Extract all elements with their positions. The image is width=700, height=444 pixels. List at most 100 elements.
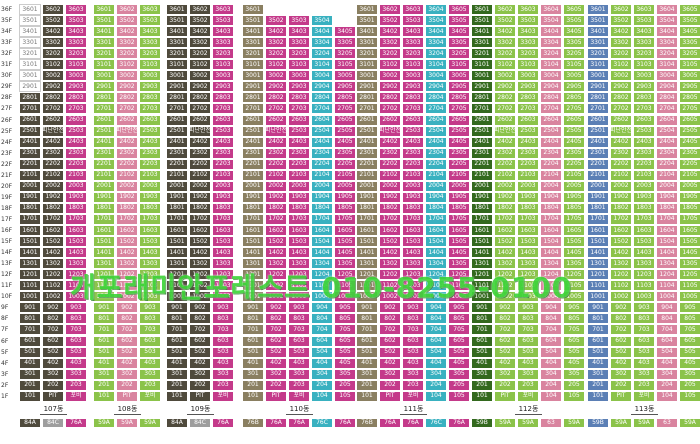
unit-cell: 2901 (93, 81, 115, 93)
unit-cell: 1404 (425, 247, 447, 259)
unit-cell: 402 (610, 357, 632, 369)
unit-cell: 2902 (494, 81, 516, 93)
unit-cell: 1503 (212, 236, 234, 248)
unit-cell: 3304 (311, 37, 333, 49)
unit-cell: 401 (356, 357, 378, 369)
unit-cell: 3402 (494, 26, 516, 38)
unit-cell: 1602 (42, 225, 64, 237)
unit-cell: 3404 (656, 26, 678, 38)
unit-cell: 2404 (540, 136, 562, 148)
unit-cell: 205 (679, 379, 700, 391)
unit-cell: 902 (494, 302, 516, 314)
unit-cell: 801 (19, 313, 41, 325)
unit-cell: 101 (166, 390, 188, 402)
unit-cell: 3302 (42, 37, 64, 49)
unit-cell: 1402 (265, 247, 287, 259)
unit-cell: 3304 (425, 37, 447, 49)
unit-type-label: 76C (311, 417, 333, 428)
unit-cell: 1001 (242, 291, 264, 303)
unit-cell: 2605 (679, 114, 700, 126)
unit-cell: 1302 (494, 258, 516, 270)
unit-cell: 1503 (288, 236, 310, 248)
unit-cell: 1502 (379, 236, 401, 248)
unit-cell: 3501 (356, 15, 378, 27)
floor-label: 32F (1, 50, 13, 58)
unit-cell: 402 (379, 357, 401, 369)
building-name-text: 110동 (285, 404, 314, 416)
unit-cell: 2005 (448, 180, 470, 192)
unit-cell: 2605 (563, 114, 585, 126)
unit-cell: 1703 (402, 213, 424, 225)
unit-cell: 3603 (139, 4, 161, 16)
unit-cell: 604 (540, 335, 562, 347)
unit-cell: 3505 (679, 15, 700, 27)
unit-cell: 2302 (42, 147, 64, 159)
unit-cell: 3601 (587, 4, 609, 16)
unit-cell: 3302 (494, 37, 516, 49)
unit-cell: 402 (42, 357, 64, 369)
unit-cell: 3303 (402, 37, 424, 49)
unit-cell: 201 (471, 379, 493, 391)
unit-cell: 3103 (212, 59, 234, 71)
unit-cell: 2903 (212, 81, 234, 93)
unit-cell: 1301 (587, 258, 609, 270)
unit-cell: 2004 (656, 180, 678, 192)
unit-cell: 2402 (42, 136, 64, 148)
unit-cell: 1803 (402, 202, 424, 214)
unit-type-label: 63 (540, 417, 562, 428)
floor-label: 30F (1, 72, 13, 80)
unit-cell: 1903 (517, 191, 539, 203)
unit-cell: 1501 (93, 236, 115, 248)
unit-cell: 3203 (517, 48, 539, 60)
unit-cell: 2704 (540, 103, 562, 115)
unit-cell: 2802 (610, 92, 632, 104)
unit-cell: 2305 (563, 147, 585, 159)
unit-cell: 1103 (288, 280, 310, 292)
unit-cell: 701 (356, 324, 378, 336)
unit-cell: 1602 (189, 225, 211, 237)
unit-cell: 503 (517, 346, 539, 358)
building-name-text: 112동 (514, 404, 543, 416)
unit-cell: 802 (189, 313, 211, 325)
unit-type-label: 76A (448, 417, 470, 428)
unit-cell: 1604 (656, 225, 678, 237)
unit-cell: 1403 (633, 247, 655, 259)
unit-cell: 3102 (116, 59, 138, 71)
building-name-text: 107동 (39, 404, 68, 416)
unit-cell: 2904 (311, 81, 333, 93)
unit-cell: 1402 (42, 247, 64, 259)
unit-cell: 703 (288, 324, 310, 336)
unit-cell: 2102 (42, 169, 64, 181)
unit-cell: 2001 (242, 180, 264, 192)
unit-cell: 1804 (540, 202, 562, 214)
unit-cell: 304 (311, 368, 333, 380)
unit-cell: 1603 (402, 225, 424, 237)
unit-cell: 2802 (265, 92, 287, 104)
unit-cell: 2304 (540, 147, 562, 159)
unit-cell: 303 (65, 368, 87, 380)
unit-cell: 2301 (242, 147, 264, 159)
unit-cell: 2302 (494, 147, 516, 159)
unit-cell: 403 (633, 357, 655, 369)
unit-cell: 3305 (334, 37, 356, 49)
unit-cell: 2202 (116, 158, 138, 170)
unit-cell: 1402 (379, 247, 401, 259)
unit-cell: 3404 (425, 26, 447, 38)
unit-cell: 3603 (65, 4, 87, 16)
unit-cell: 903 (212, 302, 234, 314)
unit-cell: 2805 (334, 92, 356, 104)
unit-cell: 1903 (212, 191, 234, 203)
unit-cell: 604 (425, 335, 447, 347)
unit-cell: 204 (656, 379, 678, 391)
unit-cell: 3401 (356, 26, 378, 38)
unit-cell: 201 (356, 379, 378, 391)
unit-cell: 1504 (656, 236, 678, 248)
unit-type-label: 76A (402, 417, 424, 428)
unit-cell: 2203 (139, 158, 161, 170)
unit-cell: 3103 (65, 59, 87, 71)
unit-cell: 301 (356, 368, 378, 380)
unit-cell: 401 (93, 357, 115, 369)
unit-cell: 1603 (139, 225, 161, 237)
unit-cell: 301 (471, 368, 493, 380)
unit-cell: 1605 (563, 225, 585, 237)
